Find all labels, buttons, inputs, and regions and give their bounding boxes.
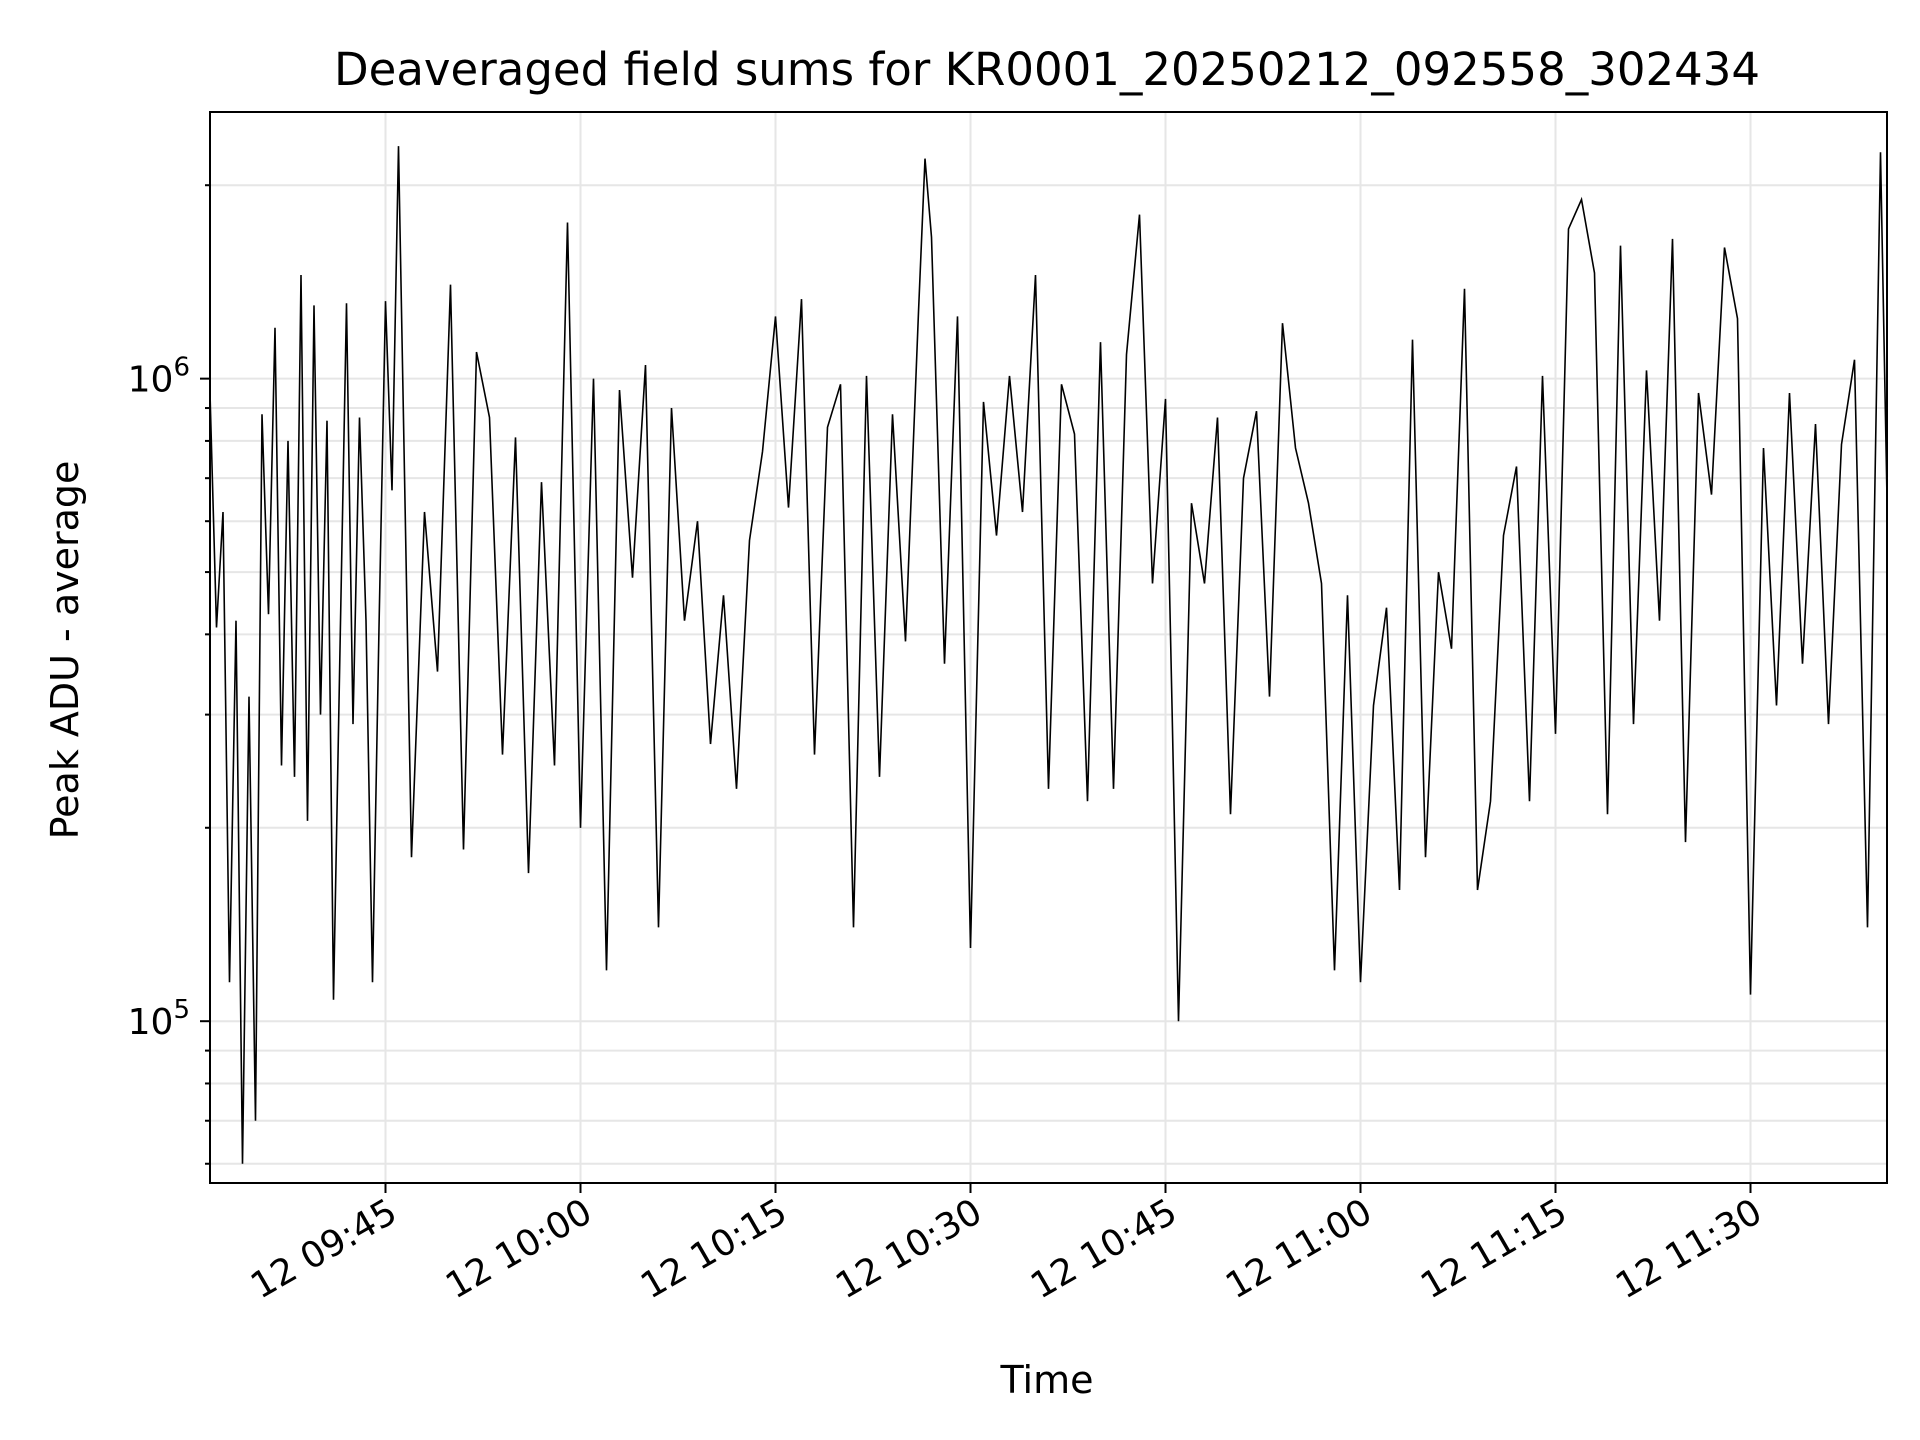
y-tick-label: 106	[128, 353, 190, 401]
chart-title: Deaveraged field sums for KR0001_2025021…	[334, 43, 1760, 96]
y-tick-label: 105	[128, 995, 190, 1043]
plot-area	[210, 112, 1887, 1183]
series-line	[209, 146, 1888, 1164]
y-axis-label: Peak ADU - average	[43, 461, 87, 840]
grid	[210, 112, 1887, 1183]
x-axis-label: Time	[1000, 1358, 1094, 1402]
series-group	[209, 146, 1888, 1164]
plot-frame	[209, 111, 1888, 1184]
